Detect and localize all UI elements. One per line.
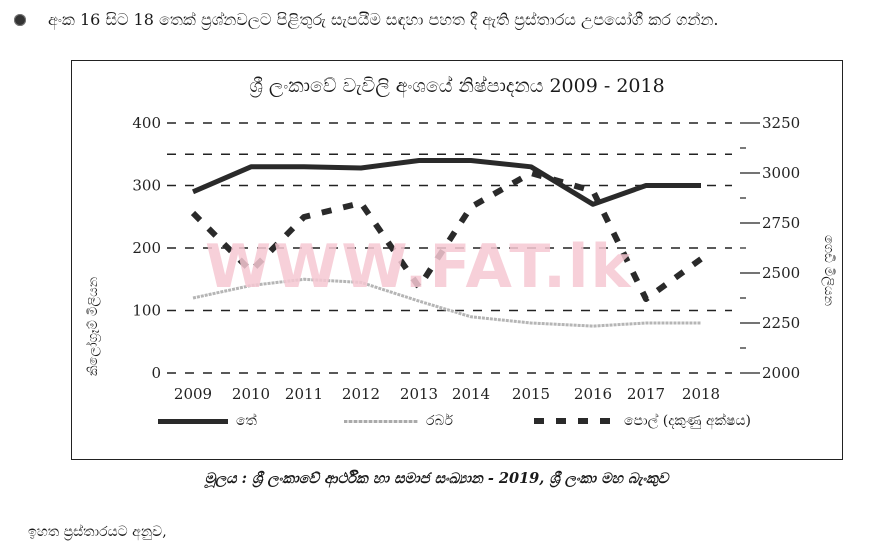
legend-tea-label: තේ bbox=[236, 413, 257, 429]
y-tick-right: 2000 bbox=[762, 364, 800, 382]
series-line bbox=[192, 158, 701, 207]
y-tick-left: 200 bbox=[132, 239, 161, 257]
instruction-text: අංක 16 සිට 18 තෙක් ප්‍රශ්නවලට පිළිතුරු ස… bbox=[14, 10, 719, 30]
y-axis-label-right: ගෙඩි මිලියන bbox=[821, 235, 836, 307]
x-tick: 2016 bbox=[574, 385, 612, 403]
legend-tea: තේ bbox=[158, 413, 257, 429]
legend-coconut-swatch bbox=[534, 418, 614, 424]
y-tick-left: 300 bbox=[132, 177, 161, 195]
y-tick-right: 3000 bbox=[762, 164, 800, 182]
legend-rubber: රබර් bbox=[344, 413, 453, 429]
instruction-label: අංක 16 සිට 18 තෙක් ප්‍රශ්නවලට පිළිතුරු ස… bbox=[48, 10, 719, 29]
y-tick-right: 2500 bbox=[762, 264, 800, 282]
y-tick-right: 3250 bbox=[762, 114, 800, 132]
series-line bbox=[192, 277, 701, 328]
y-tick-left: 400 bbox=[132, 114, 161, 132]
series-line bbox=[190, 170, 703, 302]
y-tick-left: 100 bbox=[132, 302, 161, 320]
chart-title: ශ්‍රී ලංකාවේ වැවිලි අංශයේ නිෂ්පාදනය 2009… bbox=[249, 75, 665, 97]
followup-text: ඉහත ප්‍රස්තාරයට අනුව, bbox=[28, 524, 167, 540]
x-tick: 2018 bbox=[682, 385, 720, 403]
line-chart: 0 100 200 300 400 2000 2250 2500 2750 3000 3250 200… bbox=[132, 114, 800, 403]
x-tick: 2011 bbox=[285, 385, 323, 403]
bullet-icon bbox=[14, 14, 26, 26]
y-tick-left: 0 bbox=[151, 364, 161, 382]
source-citation: මූලය : ශ්‍රී ලංකාවේ ආර්ථික හා සමාජ සංඛ්‍… bbox=[204, 470, 669, 487]
legend-coconut: පොල් (දකුණු අක්ෂය) bbox=[534, 413, 751, 429]
x-tick: 2009 bbox=[174, 385, 212, 403]
x-tick: 2012 bbox=[342, 385, 380, 403]
x-tick: 2013 bbox=[400, 385, 438, 403]
legend-rubber-swatch bbox=[344, 419, 418, 423]
chart-frame: ශ්‍රී ලංකාවේ වැවිලි අංශයේ නිෂ්පාදනය 2009… bbox=[71, 60, 843, 460]
legend-coconut-label: පොල් (දකුණු අක්ෂය) bbox=[624, 413, 751, 429]
y-tick-right: 2750 bbox=[762, 214, 800, 232]
x-tick: 2014 bbox=[452, 385, 490, 403]
legend-rubber-label: රබර් bbox=[426, 413, 453, 429]
x-tick: 2017 bbox=[627, 385, 665, 403]
x-tick: 2015 bbox=[512, 385, 550, 403]
y-tick-right: 2250 bbox=[762, 314, 800, 332]
watermark: WWW.FAT.lk bbox=[205, 232, 633, 302]
legend-tea-swatch bbox=[158, 418, 228, 424]
x-tick: 2010 bbox=[232, 385, 270, 403]
